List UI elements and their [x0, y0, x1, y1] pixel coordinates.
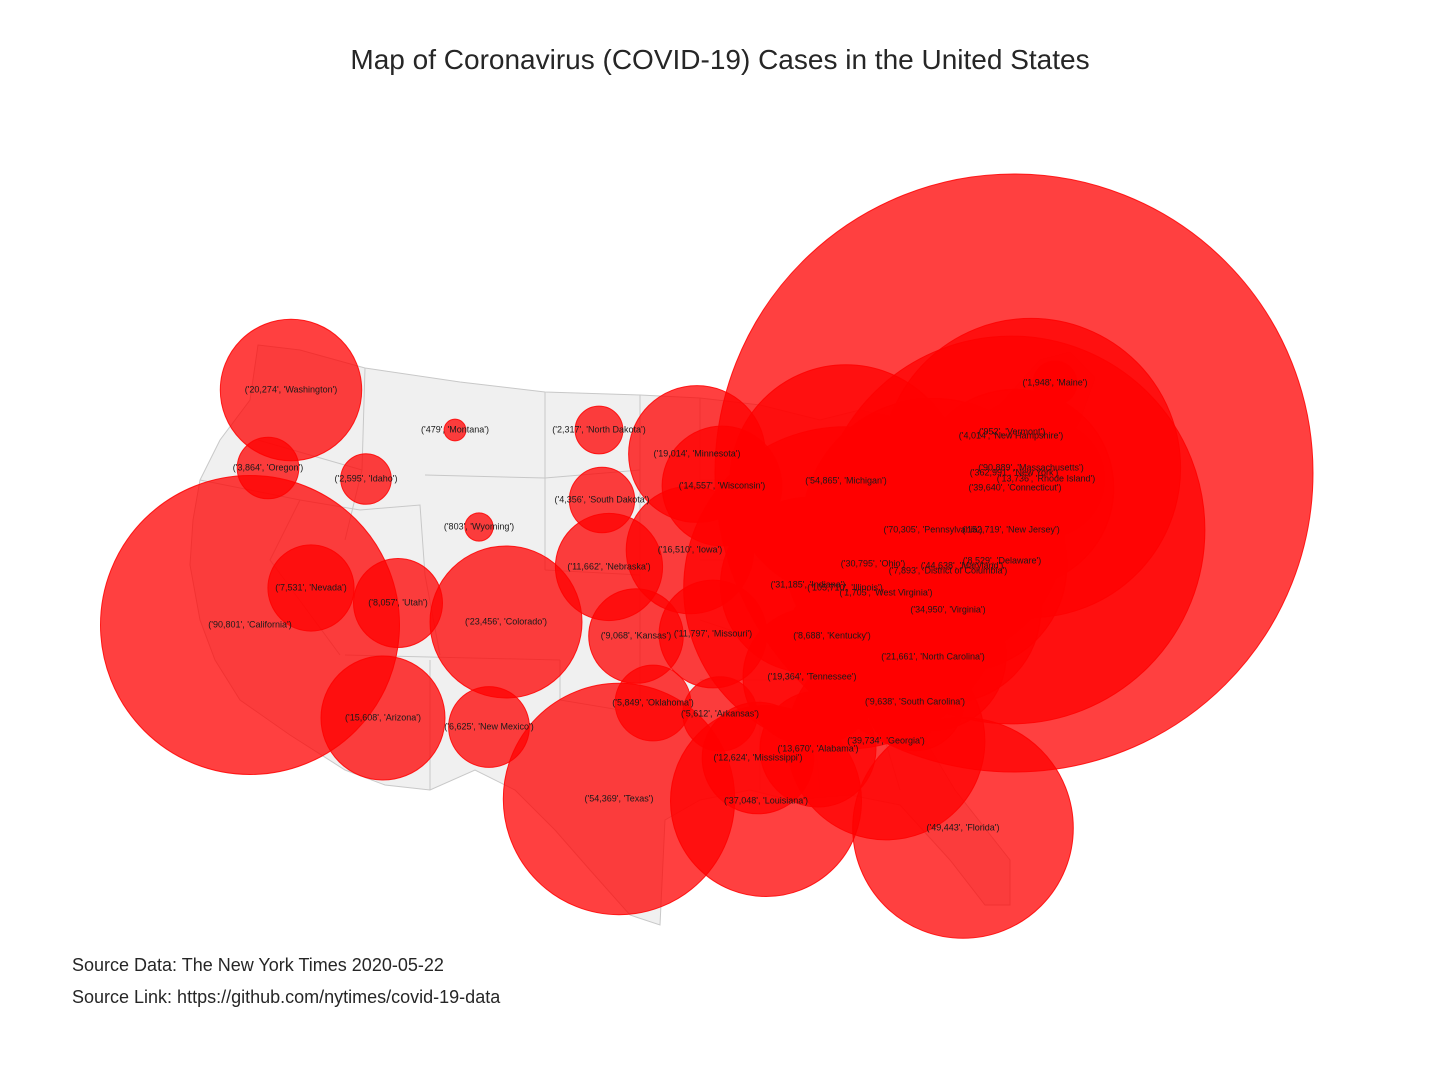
bubble-label-illinois: ('105,710', 'Illinois') [807, 582, 882, 592]
bubble-label-virginia: ('34,950', 'Virginia') [910, 604, 985, 614]
map-title: Map of Coronavirus (COVID-19) Cases in t… [350, 44, 1090, 75]
bubble-label-nebraska: ('11,662', 'Nebraska') [567, 561, 650, 571]
bubble-label-wyoming: ('803', 'Wyoming') [444, 521, 514, 531]
bubble-label-massachusetts: ('90,889', 'Massachusetts') [978, 462, 1083, 472]
bubble-layer [100, 173, 1314, 939]
bubble-label-florida: ('49,443', 'Florida') [927, 822, 1000, 832]
bubble-label-connecticut: ('39,640', 'Connecticut') [969, 482, 1062, 492]
bubble-label-maine: ('1,948', 'Maine') [1023, 377, 1088, 387]
bubble-label-new-hampshire: ('4,014', 'New Hampshire') [959, 430, 1063, 440]
bubble-wyoming [464, 512, 494, 542]
bubble-label-georgia: ('39,734', 'Georgia') [847, 735, 924, 745]
bubble-label-maryland: ('44,638', 'Maryland') [921, 560, 1003, 570]
bubble-label-west-virginia: ('1,705', 'West Virginia') [839, 587, 932, 597]
bubble-label-michigan: ('54,865', 'Michigan') [805, 475, 886, 485]
bubble-idaho [340, 453, 392, 505]
bubble-label-wisconsin: ('14,557', 'Wisconsin') [679, 480, 765, 490]
bubble-new-hampshire [979, 404, 1043, 468]
bubble-label-montana: ('479', 'Montana') [421, 424, 489, 434]
bubble-label-utah: ('8,057', 'Utah') [368, 597, 427, 607]
bubble-label-colorado: ('23,456', 'Colorado') [465, 616, 547, 626]
bubble-label-mississippi: ('12,624', 'Mississippi') [714, 752, 803, 762]
bubble-label-pennsylvania: ('70,305', 'Pennsylvania') [884, 524, 983, 534]
bubble-label-north-carolina: ('21,661', 'North Carolina') [881, 651, 984, 661]
bubble-label-south-carolina: ('9,638', 'South Carolina') [865, 696, 965, 706]
bubble-label-california: ('90,801', 'California') [208, 619, 291, 629]
bubble-north-dakota [574, 405, 624, 455]
bubble-label-ohio: ('30,795', 'Ohio') [841, 558, 905, 568]
source-link-caption: Source Link: https://github.com/nytimes/… [72, 987, 501, 1007]
bubble-label-louisiana: ('37,048', 'Louisiana') [724, 795, 808, 805]
bubble-label-idaho: ('2,595', 'Idaho') [335, 473, 398, 483]
bubble-massachusetts [880, 317, 1182, 619]
bubble-maine [1032, 360, 1078, 406]
bubble-label-vermont: ('952', 'Vermont') [979, 426, 1045, 436]
bubble-montana [443, 418, 467, 442]
bubble-label-nevada: ('7,531', 'Nevada') [275, 582, 346, 592]
bubble-label-new-mexico: ('6,625', 'New Mexico') [444, 721, 533, 731]
bubble-label-new-york: ('362,991', 'New York') [970, 467, 1058, 477]
bubble-label-oklahoma: ('5,849', 'Oklahoma') [612, 697, 693, 707]
label-layer: ('20,274', 'Washington') ('3,864', 'Orego… [208, 377, 1095, 832]
bubble-label-missouri: ('11,797', 'Missouri') [674, 628, 752, 638]
bubble-label-arkansas: ('5,612', 'Arkansas') [681, 708, 759, 718]
bubble-label-washington: ('20,274', 'Washington') [245, 384, 338, 394]
bubble-arizona [320, 655, 446, 781]
bubble-label-north-dakota: ('2,317', 'North Dakota') [552, 424, 645, 434]
bubble-label-arizona: ('15,608', 'Arizona') [345, 712, 421, 722]
bubble-label-kentucky: ('8,688', 'Kentucky') [793, 630, 870, 640]
bubble-label-texas: ('54,369', 'Texas') [585, 793, 654, 803]
bubble-label-kansas: ('9,068', 'Kansas') [601, 630, 671, 640]
bubble-label-minnesota: ('19,014', 'Minnesota') [654, 448, 741, 458]
bubble-label-oregon: ('3,864', 'Oregon') [233, 462, 303, 472]
bubble-label-indiana: ('31,185', 'Indiana') [771, 579, 846, 589]
bubble-label-iowa: ('16,510', 'Iowa') [658, 544, 722, 554]
source-data-caption: Source Data: The New York Times 2020-05-… [72, 955, 444, 975]
bubble-label-delaware: ('8,529', 'Delaware') [963, 555, 1041, 565]
bubble-label-district-of-columbia: ('7,893', 'District of Columbia') [889, 565, 1007, 575]
bubble-label-new-jersey: ('152,719', 'New Jersey') [962, 524, 1059, 534]
bubble-nevada [267, 544, 355, 632]
bubble-label-south-dakota: ('4,356', 'South Dakota') [555, 494, 650, 504]
bubble-label-tennessee: ('19,364', 'Tennessee') [768, 671, 857, 681]
bubble-label-rhode-island: ('13,736', 'Rhode Island') [997, 473, 1095, 483]
bubble-label-alabama: ('13,670', 'Alabama') [778, 743, 859, 753]
